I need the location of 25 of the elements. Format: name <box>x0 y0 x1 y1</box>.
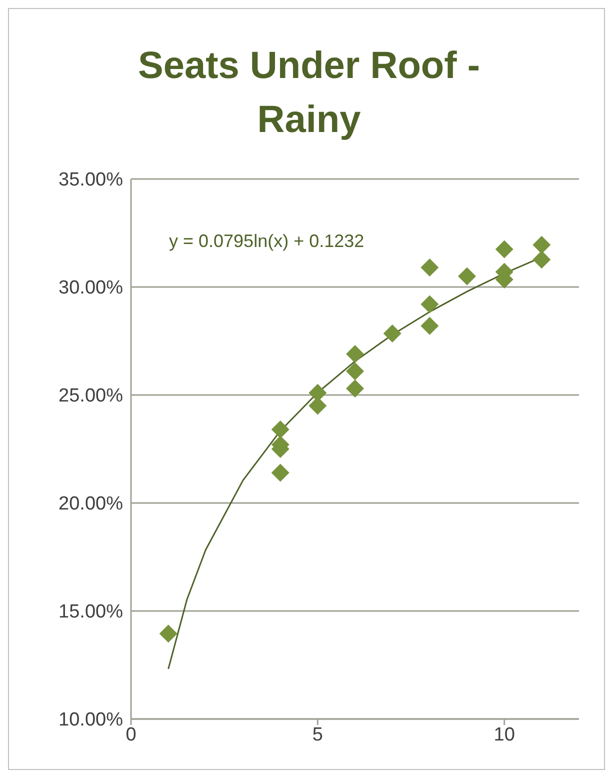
y-tick-label: 15.00% <box>58 602 124 623</box>
y-tick-label: 30.00% <box>58 278 124 299</box>
point <box>159 624 178 643</box>
point <box>271 464 290 482</box>
point <box>346 344 364 363</box>
y-tick-label: 20.00% <box>58 494 124 515</box>
x-tick-label: 5 <box>312 724 323 746</box>
x-tick-label: 0 <box>126 724 136 746</box>
point <box>532 236 551 254</box>
point <box>346 362 364 380</box>
point <box>420 295 439 314</box>
y-tick-label: 35.00% <box>58 170 124 191</box>
point <box>458 267 476 286</box>
point <box>346 380 364 398</box>
point <box>420 316 439 335</box>
annotation: y = 0.0795ln(x) + 0.1232 <box>169 231 364 252</box>
x-tick-label: 10 <box>494 724 515 746</box>
point <box>495 240 514 258</box>
point <box>420 258 439 277</box>
y-tick-label: 25.00% <box>58 386 124 407</box>
y-tick-label: 10.00% <box>58 710 124 731</box>
point <box>271 420 290 439</box>
chart-title: Seats Under Roof - Rainy <box>136 44 482 143</box>
point <box>383 324 402 342</box>
point <box>532 250 551 269</box>
